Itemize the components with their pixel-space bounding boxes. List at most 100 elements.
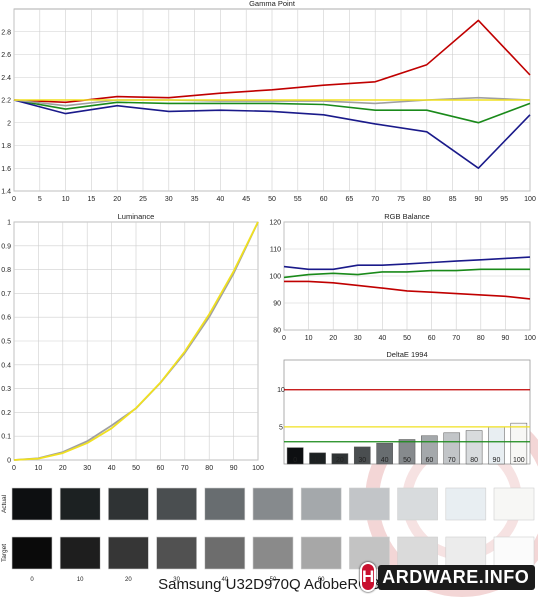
luminance-x-tick-label: 90: [230, 465, 238, 472]
rgb-balance-y-tick-label: 110: [270, 247, 281, 254]
luminance-y-tick-label: 1: [7, 220, 11, 227]
swatch-target: [300, 536, 342, 570]
gamma-y-tick-label: 2.8: [1, 29, 11, 36]
swatch-target: [204, 536, 246, 570]
swatch-column-label: 40: [221, 577, 228, 583]
swatch-column-label: 20: [125, 577, 132, 583]
logo-badge: H: [360, 562, 377, 592]
gamma-x-tick-label: 20: [113, 196, 121, 203]
swatch-column-label: 60: [318, 577, 325, 583]
gamma-x-tick-label: 95: [500, 196, 508, 203]
luminance-x-tick-label: 100: [252, 465, 264, 472]
swatch-actual: [108, 487, 149, 521]
deltae-x-tick-label: 60: [425, 457, 433, 464]
gamma-x-tick-label: 35: [191, 196, 199, 203]
deltae-x-tick-label: 80: [470, 457, 478, 464]
gamma-y-tick-label: 1.6: [1, 166, 11, 173]
deltae-x-tick-label: 50: [403, 457, 411, 464]
luminance-y-tick-label: 0.3: [1, 386, 11, 393]
rgb-balance-y-tick-label: 80: [273, 328, 281, 335]
rgb-balance-y-tick-label: 120: [269, 220, 281, 227]
swatch-actual: [300, 487, 342, 521]
rgb-balance-x-tick-label: 60: [428, 335, 436, 342]
deltae-bar: [286, 447, 304, 465]
swatch-target: [108, 536, 149, 570]
luminance-title: Luminance: [118, 212, 155, 221]
rgb-balance-x-tick-label: 30: [354, 335, 362, 342]
gamma-series-green: [13, 99, 531, 124]
deltae-x-tick-label: 70: [448, 457, 456, 464]
luminance-x-tick-label: 20: [59, 465, 67, 472]
deltae-bar: [465, 430, 483, 465]
deltae-bar: [353, 446, 371, 465]
gamma-y-tick-label: 2.2: [1, 98, 11, 105]
logo-text: ARDWARE.INFO: [378, 564, 536, 590]
rgb-balance-x-tick-label: 0: [282, 335, 286, 342]
gamma-x-tick-label: 5: [38, 196, 42, 203]
deltae-x-tick-label: 0: [293, 457, 297, 464]
luminance-x-tick-label: 50: [132, 465, 140, 472]
rgb-balance-x-tick-label: 80: [477, 335, 485, 342]
gamma-x-tick-label: 40: [217, 196, 225, 203]
gamma-x-tick-label: 45: [242, 196, 250, 203]
deltae-bar: [398, 439, 416, 465]
deltae-x-tick-label: 20: [336, 457, 344, 464]
gamma-x-tick-label: 65: [346, 196, 354, 203]
rgb-balance-x-tick-label: 70: [452, 335, 460, 342]
gamma-y-tick-label: 1.4: [1, 189, 11, 196]
luminance-y-tick-label: 0.6: [1, 315, 11, 322]
rgb-balance-y-tick-label: 90: [273, 301, 281, 308]
swatch-column-label: 50: [270, 577, 277, 583]
hardware-info-logo: H ARDWARE.INFO: [360, 562, 536, 592]
luminance-x-tick-label: 60: [157, 465, 165, 472]
deltae-bar: [421, 435, 438, 465]
rgb-balance-x-tick-label: 100: [524, 335, 536, 342]
luminance-y-tick-label: 0.4: [1, 362, 11, 369]
deltae-bar: [376, 442, 393, 465]
deltae-x-tick-label: 10: [314, 457, 322, 464]
rgb-balance-x-tick-label: 10: [305, 335, 313, 342]
swatch-target: [11, 536, 53, 570]
gamma-x-tick-label: 80: [423, 196, 431, 203]
luminance-x-tick-label: 10: [35, 465, 43, 472]
luminance-y-tick-label: 0.9: [1, 243, 11, 250]
swatch-target: [59, 536, 101, 570]
gamma-x-tick-label: 0: [12, 196, 16, 203]
deltae-y-tick-label: 10: [277, 387, 285, 394]
luminance-y-tick-label: 0.7: [1, 291, 11, 298]
gamma-y-tick-label: 2.6: [1, 52, 11, 59]
gamma-series-red: [13, 19, 531, 104]
deltae-x-tick-label: 30: [358, 457, 366, 464]
rgb-balance-series-blue: [283, 256, 531, 271]
caption: Samsung U32D970Q AdobeRGB: [158, 576, 380, 593]
deltae-bar: [331, 453, 349, 465]
gamma-x-tick-label: 90: [475, 196, 483, 203]
deltae-bar: [309, 452, 326, 465]
swatch-row-label-target: Target: [1, 544, 8, 562]
rgb-balance-x-tick-label: 90: [502, 335, 510, 342]
luminance-y-tick-label: 0: [7, 458, 11, 465]
luminance-y-tick-label: 0.8: [1, 267, 11, 274]
swatch-actual: [397, 487, 438, 521]
deltae-x-tick-label: 90: [493, 457, 501, 464]
gamma-x-tick-label: 75: [397, 196, 405, 203]
luminance-y-tick-label: 0.5: [1, 339, 11, 346]
deltae-y-tick-label: 5: [279, 424, 283, 431]
gamma-x-tick-label: 30: [165, 196, 173, 203]
gamma-x-tick-label: 55: [294, 196, 302, 203]
luminance-series-yellow: [13, 221, 259, 461]
gamma-series-blue: [13, 99, 531, 169]
luminance-y-tick-label: 0.1: [1, 434, 11, 441]
gamma-x-tick-label: 70: [371, 196, 379, 203]
swatch-column-label: 10: [77, 577, 84, 583]
gamma-x-tick-label: 60: [320, 196, 328, 203]
swatch-target: [493, 536, 535, 570]
deltae-bar: [510, 422, 528, 465]
gamma-y-tick-label: 2: [7, 120, 11, 127]
luminance-x-tick-label: 70: [181, 465, 189, 472]
rgb-balance-x-tick-label: 40: [379, 335, 387, 342]
rgb-balance-title: RGB Balance: [384, 212, 429, 221]
swatch-column-label: 30: [173, 577, 180, 583]
